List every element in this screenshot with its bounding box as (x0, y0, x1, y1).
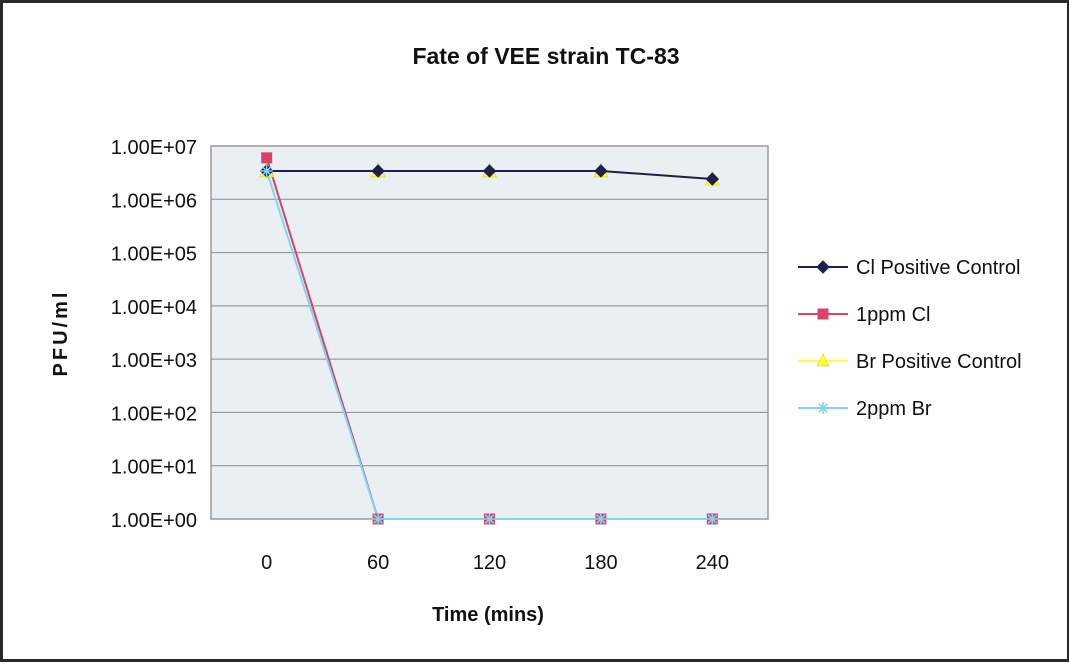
data-point (705, 172, 720, 186)
legend-swatch-marker (817, 402, 829, 414)
legend-item: Br Positive Control (798, 351, 1022, 373)
x-axis-label: Time (mins) (432, 604, 544, 626)
legend-swatch-marker (816, 353, 830, 367)
y-tick-label: 1.00E+02 (111, 403, 197, 425)
data-point (483, 513, 496, 525)
plot-background (210, 145, 769, 520)
x-axis-ticks: 0 60 120 180 240 (261, 552, 729, 574)
data-point (594, 164, 608, 178)
legend-label: Cl Positive Control (856, 257, 1021, 279)
data-point (372, 513, 385, 525)
y-tick-label: 1.00E+03 (111, 350, 197, 372)
data-point (260, 164, 273, 177)
y-tick-label: 1.00E+05 (111, 244, 197, 266)
legend-label: 2ppm Br (856, 398, 932, 420)
plot-area (210, 145, 769, 520)
x-tick-label: 120 (473, 552, 506, 574)
series-markers (259, 152, 720, 525)
y-tick-label: 1.00E+01 (111, 457, 197, 479)
legend-swatch-marker (816, 260, 830, 274)
y-tick-label: 1.00E+06 (111, 190, 197, 212)
legend-item: Cl Positive Control (798, 257, 1021, 279)
x-tick-label: 0 (261, 552, 272, 574)
data-point (482, 164, 497, 178)
y-tick-label: 1.00E+00 (111, 510, 197, 532)
data-point (261, 152, 273, 164)
x-tick-label: 60 (367, 552, 389, 574)
legend-label: Br Positive Control (856, 351, 1022, 373)
x-tick-label: 180 (584, 552, 617, 574)
x-tick-label: 240 (696, 552, 729, 574)
gridlines (211, 198, 768, 467)
y-tick-label: 1.00E+07 (111, 137, 197, 159)
data-point (706, 513, 719, 525)
chart-title: Fate of VEE strain TC-83 (412, 43, 679, 69)
legend-label: 1ppm Cl (856, 304, 930, 326)
y-axis-ticks: 1.00E+07 1.00E+06 1.00E+05 1.00E+04 1.00E+03… (111, 137, 197, 532)
y-tick-label: 1.00E+04 (111, 297, 197, 319)
data-point (594, 513, 607, 525)
chart-svg: Fate of VEE strain TC-83 1.00E+071.00E+0… (50, 43, 1022, 626)
legend-swatch-marker (817, 308, 829, 320)
legend: Cl Positive Control 1ppm Cl Br Positive Co… (798, 257, 1022, 420)
y-axis-label: PFU/ml (50, 290, 72, 377)
data-point (371, 164, 385, 178)
legend-item: 2ppm Br (798, 398, 932, 420)
legend-item: 1ppm Cl (798, 304, 930, 326)
